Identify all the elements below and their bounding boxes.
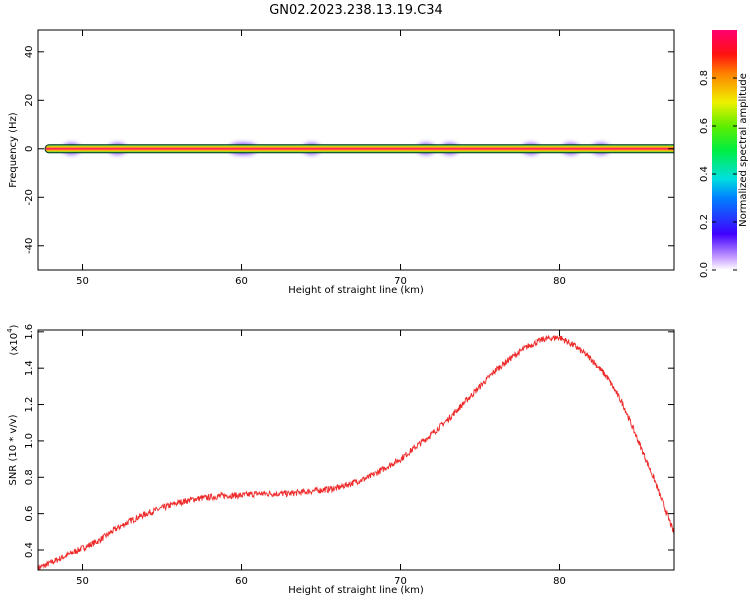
y-tick-label: 0.4: [24, 542, 35, 558]
y-tick-label: 0.8: [24, 469, 35, 485]
snr-xlabel: Height of straight line (km): [288, 585, 424, 596]
snr-panel: 50 60 70 80 0.4 0.6 0.8 1.0 1.2 1.4 1.6 Height of …: [6, 324, 675, 596]
spectrogram-plot-area: [44, 142, 674, 155]
spectrogram-panel: 50 60 70 80 40 20 0 -20 -40 Height of straight l…: [8, 29, 675, 296]
colorbar: 0.0 0.2 0.4 0.6 0.8 Normalized spectral ampl…: [699, 30, 749, 278]
y-tick-label: 0.6: [24, 506, 35, 522]
x-tick-label: 80: [553, 576, 566, 587]
y-tick-label: 0: [24, 146, 35, 152]
snr-scale-label: (x104): [6, 324, 20, 355]
colorbar-ticks: 0.0 0.2 0.4 0.6 0.8: [699, 70, 737, 278]
y-tick-label: 1.6: [24, 324, 35, 340]
x-tick-label: 60: [235, 276, 248, 287]
spectrogram-ylabel: Frequency (Hz): [8, 112, 19, 188]
colorbar-tick-label: 0.8: [699, 70, 710, 86]
x-tick-label: 70: [394, 276, 407, 287]
figure-title: GN02.2023.238.13.19.C34: [269, 3, 443, 18]
spectrogram-frame: [37, 29, 675, 271]
snr-frame: [37, 329, 675, 571]
snr-series-line: [38, 335, 674, 570]
colorbar-tick-label: 0.4: [699, 166, 710, 182]
y-tick-label: 1.0: [24, 433, 35, 449]
y-tick-label: 1.2: [24, 397, 35, 413]
snr-ticks: 50 60 70 80 0.4 0.6 0.8 1.0 1.2 1.4 1.6: [24, 324, 674, 587]
spectrogram-ticks: 50 60 70 80 40 20 0 -20 -40: [24, 30, 674, 287]
snr-ylabel: SNR (10 * v/v): [8, 414, 19, 485]
x-tick-label: 80: [553, 276, 566, 287]
colorbar-label: Normalized spectral amplitude: [738, 73, 749, 227]
y-tick-label: 1.4: [24, 360, 35, 376]
colorbar-tick-label: 0.0: [699, 262, 710, 278]
y-tick-label: -20: [24, 189, 35, 205]
x-tick-label: 50: [76, 276, 89, 287]
x-tick-label: 60: [235, 576, 248, 587]
spectrogram-xlabel: Height of straight line (km): [288, 285, 424, 296]
colorbar-tick-label: 0.2: [699, 214, 710, 230]
y-tick-label: -40: [24, 238, 35, 254]
x-tick-label: 50: [76, 576, 89, 587]
colorbar-tick-label: 0.6: [699, 118, 710, 134]
colorbar-gradient: [712, 30, 737, 270]
y-tick-label: 40: [24, 45, 35, 58]
y-tick-label: 20: [24, 94, 35, 107]
x-tick-label: 70: [394, 576, 407, 587]
frequency-band: [44, 144, 674, 154]
